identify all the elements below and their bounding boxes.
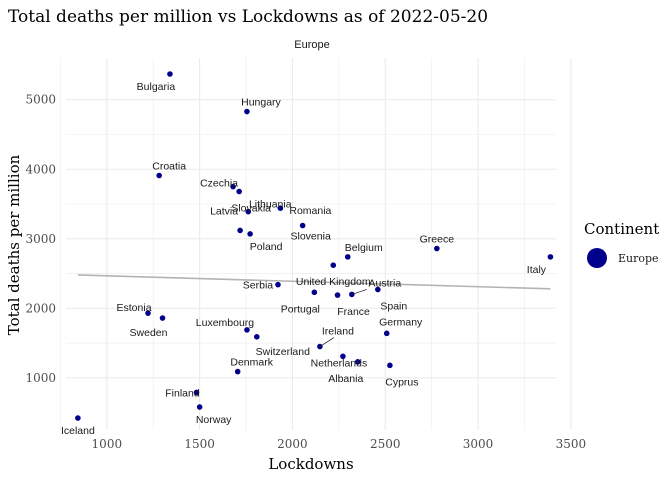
label-leader-line bbox=[351, 289, 367, 295]
data-points bbox=[75, 71, 554, 421]
data-point bbox=[196, 404, 203, 410]
y-tick-label: 4000 bbox=[25, 162, 56, 176]
point-label: Romania bbox=[289, 205, 331, 217]
y-tick-label: 1000 bbox=[25, 371, 56, 385]
x-tick-label: 2000 bbox=[277, 437, 308, 451]
point-label: Croatia bbox=[152, 161, 186, 173]
data-point bbox=[75, 415, 81, 421]
point-label: Greece bbox=[420, 234, 455, 246]
trend-line-group bbox=[77, 274, 551, 290]
point-label: Luxembourg bbox=[196, 317, 255, 329]
data-point bbox=[247, 231, 253, 237]
point-label: Germany bbox=[379, 316, 423, 328]
data-point bbox=[230, 183, 236, 190]
x-tick-label: 3000 bbox=[463, 437, 494, 451]
x-tick-label: 1500 bbox=[184, 437, 215, 451]
data-point bbox=[244, 327, 250, 333]
point-label: Austria bbox=[368, 277, 401, 289]
data-point bbox=[354, 359, 361, 365]
data-point bbox=[383, 330, 390, 337]
gridlines bbox=[60, 58, 572, 430]
data-point bbox=[237, 227, 243, 234]
y-tick-label: 5000 bbox=[25, 93, 56, 107]
data-point bbox=[254, 334, 260, 340]
point-label: Estonia bbox=[117, 302, 152, 314]
point-label: Spain bbox=[380, 301, 407, 313]
y-tick-label: 2000 bbox=[25, 301, 56, 315]
point-label: Norway bbox=[196, 414, 232, 426]
legend-title: Continent bbox=[584, 220, 659, 238]
data-point bbox=[311, 289, 318, 296]
data-point bbox=[156, 172, 162, 179]
point-label: France bbox=[337, 306, 370, 318]
point-label: Hungary bbox=[241, 97, 281, 109]
legend-key-europe bbox=[587, 248, 607, 268]
data-point bbox=[245, 208, 252, 215]
y-axis-ticks: 1000 2000 3000 4000 5000 bbox=[25, 93, 56, 385]
data-point bbox=[145, 310, 151, 316]
data-point bbox=[330, 262, 337, 269]
point-label: Finland bbox=[165, 387, 200, 399]
point-label: Italy bbox=[527, 264, 547, 276]
point-label: Bulgaria bbox=[137, 81, 176, 93]
x-axis-title: Lockdowns bbox=[268, 455, 353, 473]
x-tick-label: 1000 bbox=[92, 437, 123, 451]
point-label: Serbia bbox=[243, 280, 274, 292]
point-label: Czechia bbox=[200, 178, 238, 190]
data-point bbox=[434, 245, 440, 252]
point-label: Ireland bbox=[322, 326, 354, 338]
point-label: Cyprus bbox=[385, 376, 418, 388]
data-point bbox=[277, 205, 284, 211]
data-point bbox=[234, 368, 241, 375]
point-label: Iceland bbox=[61, 425, 95, 437]
point-labels: Iceland Finland Norway Denmark Estonia Sweden… bbox=[61, 81, 547, 437]
y-tick-label: 3000 bbox=[25, 232, 56, 246]
data-point bbox=[547, 254, 554, 260]
trend-line bbox=[77, 274, 551, 290]
legend-entry-europe: Europe bbox=[618, 252, 659, 265]
point-label: Latvia bbox=[210, 205, 238, 217]
point-label: Slovenia bbox=[291, 231, 331, 243]
y-axis-title: Total deaths per million bbox=[5, 154, 23, 335]
data-point bbox=[375, 286, 381, 293]
point-label: Lithuania bbox=[249, 199, 292, 211]
data-point bbox=[334, 292, 341, 298]
point-label: United Kingdom bbox=[296, 276, 371, 288]
data-point bbox=[167, 71, 173, 77]
chart-title: Total deaths per million vs Lockdowns as… bbox=[8, 7, 488, 27]
x-tick-label: 3500 bbox=[556, 437, 587, 451]
legend: Continent Europe bbox=[584, 220, 659, 268]
point-label: Switzerland bbox=[256, 346, 310, 358]
x-tick-label: 2500 bbox=[370, 437, 401, 451]
point-label: Albania bbox=[328, 373, 363, 385]
data-point bbox=[340, 353, 346, 360]
point-label: Poland bbox=[250, 241, 283, 253]
point-label: Denmark bbox=[230, 357, 273, 369]
point-label: Slovakia bbox=[231, 203, 271, 215]
data-point bbox=[299, 222, 306, 229]
x-axis-ticks: 1000 1500 2000 2500 3000 3500 bbox=[92, 437, 587, 451]
point-label: Sweden bbox=[130, 327, 168, 339]
point-label: Netherlands bbox=[311, 357, 368, 369]
data-point bbox=[275, 281, 281, 288]
data-point bbox=[344, 254, 351, 260]
label-leader-line bbox=[319, 337, 335, 347]
data-point bbox=[193, 389, 200, 396]
facet-strip-label: Europe bbox=[294, 39, 329, 51]
data-point bbox=[387, 362, 393, 369]
point-label: Portugal bbox=[281, 303, 320, 315]
data-point bbox=[236, 188, 242, 195]
data-point bbox=[244, 108, 250, 115]
data-point bbox=[159, 315, 166, 321]
point-label: Belgium bbox=[345, 242, 383, 254]
